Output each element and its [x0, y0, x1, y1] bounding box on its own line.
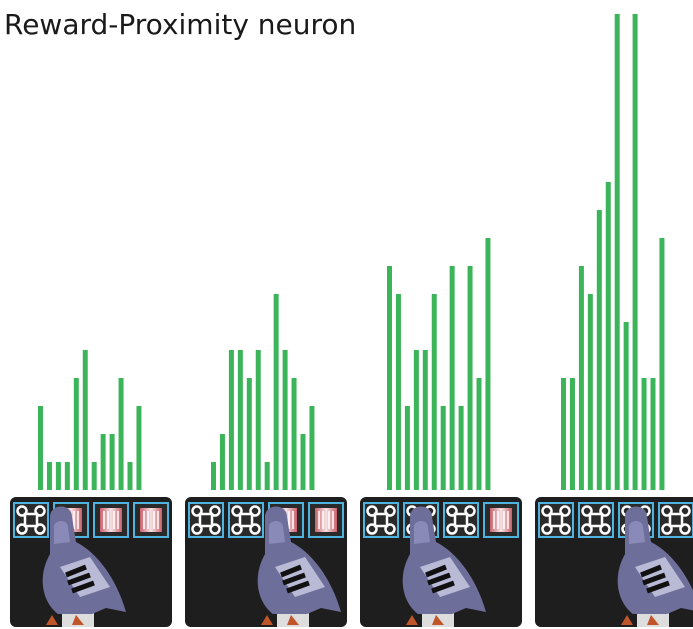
bar — [309, 406, 314, 490]
panel — [360, 497, 522, 627]
bar — [579, 266, 584, 490]
bar — [265, 462, 270, 490]
bar — [283, 350, 288, 490]
bar — [136, 406, 141, 490]
bar — [92, 462, 97, 490]
bar — [119, 378, 124, 490]
bar — [74, 378, 79, 490]
bar — [65, 462, 70, 490]
bar — [485, 238, 490, 490]
bar — [47, 462, 52, 490]
bar — [633, 14, 638, 490]
bar — [56, 462, 61, 490]
bar — [101, 434, 106, 490]
bar — [396, 294, 401, 490]
bar — [588, 294, 593, 490]
bar — [83, 350, 88, 490]
bar — [414, 350, 419, 490]
bar — [477, 378, 482, 490]
bar — [615, 14, 620, 490]
page: Reward-Proximity neuron (() => { const d… — [0, 0, 693, 629]
panel — [185, 497, 347, 627]
title: Reward-Proximity neuron — [4, 8, 356, 41]
bar — [274, 294, 279, 490]
bar — [301, 434, 306, 490]
bar — [229, 350, 234, 490]
bar — [292, 378, 297, 490]
bar — [247, 378, 252, 490]
bar — [423, 350, 428, 490]
panel — [10, 497, 172, 627]
bar — [238, 350, 243, 490]
bar — [432, 294, 437, 490]
bar — [624, 322, 629, 490]
bar — [642, 378, 647, 490]
bar — [110, 434, 115, 490]
bar — [38, 406, 43, 490]
bar — [256, 350, 261, 490]
bar — [651, 378, 656, 490]
bar — [468, 266, 473, 490]
bar — [659, 238, 664, 490]
bar — [606, 182, 611, 490]
bar — [459, 406, 464, 490]
bar — [597, 210, 602, 490]
bar — [405, 406, 410, 490]
bar — [220, 434, 225, 490]
bar — [450, 266, 455, 490]
bar — [211, 462, 216, 490]
panel — [535, 497, 693, 627]
bar — [387, 266, 392, 490]
bar — [128, 462, 133, 490]
bar — [570, 378, 575, 490]
figure: Reward-Proximity neuron — [0, 0, 693, 629]
panels — [10, 497, 693, 627]
bar — [561, 378, 566, 490]
bar — [441, 406, 446, 490]
